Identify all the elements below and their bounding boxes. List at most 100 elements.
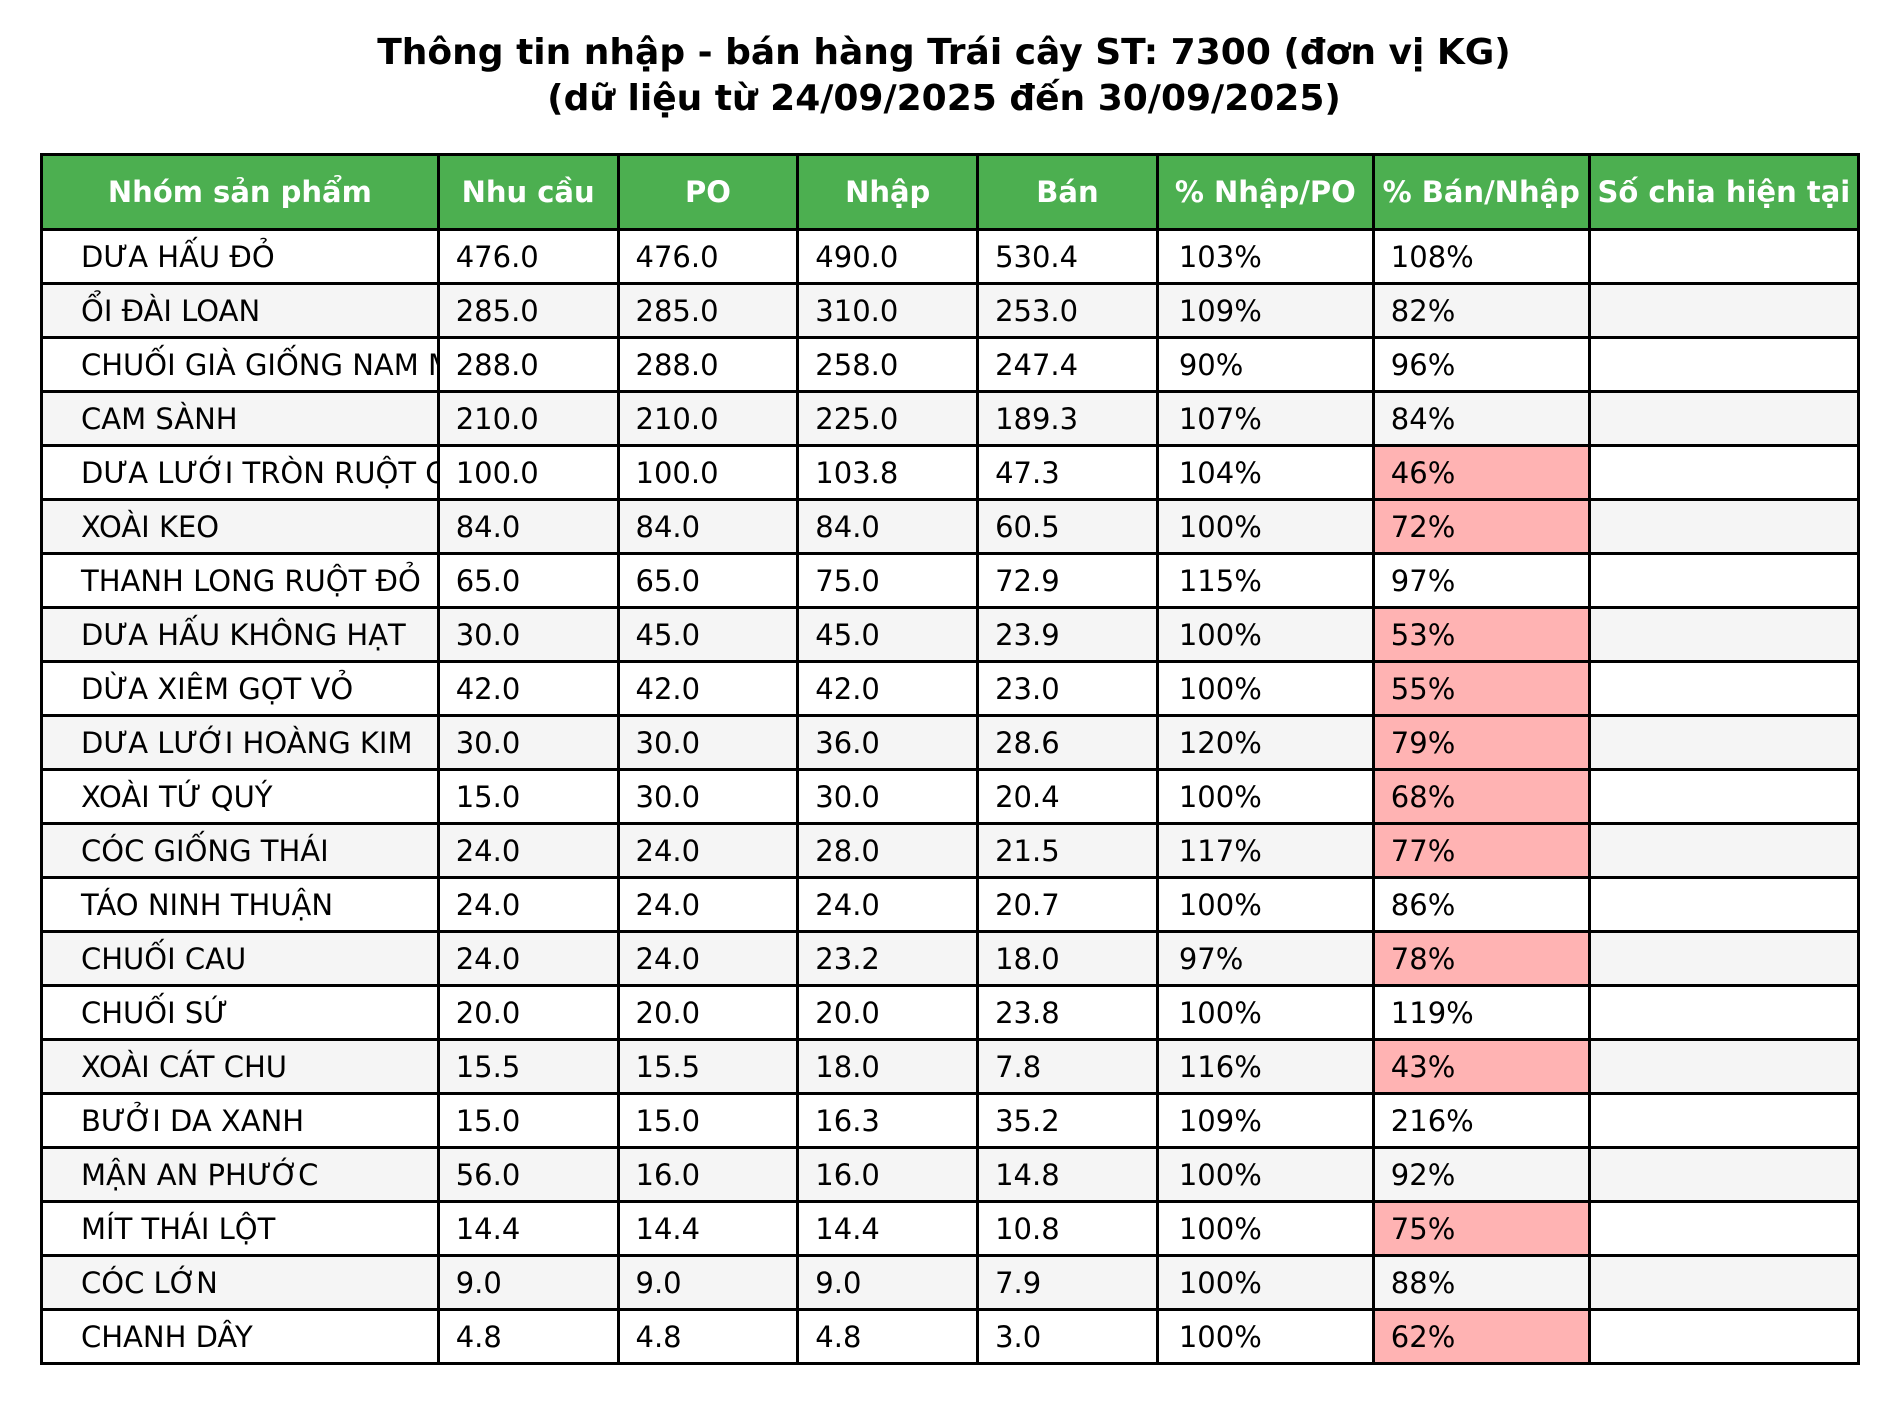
cell-demand: 476.0	[436, 228, 620, 285]
cell-pct-import-po: 116%	[1155, 1038, 1375, 1095]
cell-pct-sales-import: 88%	[1371, 1254, 1591, 1311]
col-header-pct-import-po: % Nhập/PO	[1155, 153, 1375, 231]
cell-import: 45.0	[796, 606, 980, 663]
cell-product-name: XOÀI TỨ QUÝ	[40, 768, 440, 825]
cell-pct-sales-import: 108%	[1371, 228, 1591, 285]
cell-sales: 18.0	[976, 930, 1159, 987]
cell-demand: 15.5	[436, 1038, 620, 1095]
cell-demand: 24.0	[436, 876, 620, 933]
cell-pct-import-po: 109%	[1155, 282, 1375, 339]
cell-product-name: TÁO NINH THUẬN	[40, 876, 440, 933]
cell-po: 30.0	[616, 714, 800, 771]
cell-sales: 10.8	[976, 1200, 1159, 1257]
cell-pct-sales-import: 53%	[1371, 606, 1591, 663]
cell-demand: 288.0	[436, 336, 620, 393]
table-row: CHUỐI GIÀ GIỐNG NAM M 288.0 288.0 258.0 247.…	[40, 336, 1861, 393]
cell-import: 103.8	[796, 444, 980, 501]
cell-pct-import-po: 97%	[1155, 930, 1375, 987]
cell-pct-import-po: 100%	[1155, 660, 1375, 717]
cell-import: 16.0	[796, 1146, 980, 1203]
cell-po: 476.0	[616, 228, 800, 285]
title-line-2: (dữ liệu từ 24/09/2025 đến 30/09/2025)	[547, 78, 1341, 119]
col-header-po: PO	[616, 153, 800, 231]
table-row: THANH LONG RUỘT ĐỎ 65.0 65.0 75.0 72.9 115% 97…	[40, 552, 1861, 609]
table-row: DƯA HẤU KHÔNG HẠT 30.0 45.0 45.0 23.9 100% 53%	[40, 606, 1861, 663]
cell-sales: 20.4	[976, 768, 1159, 825]
cell-current-divisor	[1587, 1308, 1861, 1365]
cell-current-divisor	[1587, 660, 1861, 717]
table-row: XOÀI TỨ QUÝ 15.0 30.0 30.0 20.4 100% 68%	[40, 768, 1861, 825]
cell-sales: 23.9	[976, 606, 1159, 663]
table-row: CHUỐI SỨ 20.0 20.0 20.0 23.8 100% 119%	[40, 984, 1861, 1041]
table-row: CHANH DÂY 4.8 4.8 4.8 3.0 100% 62%	[40, 1308, 1861, 1365]
cell-pct-sales-import: 86%	[1371, 876, 1591, 933]
cell-current-divisor	[1587, 1092, 1861, 1149]
cell-pct-sales-import: 46%	[1371, 444, 1591, 501]
cell-pct-import-po: 100%	[1155, 1200, 1375, 1257]
cell-pct-sales-import: 84%	[1371, 390, 1591, 447]
cell-pct-import-po: 100%	[1155, 1308, 1375, 1365]
cell-pct-import-po: 109%	[1155, 1092, 1375, 1149]
cell-sales: 35.2	[976, 1092, 1159, 1149]
cell-product-name: CHUỐI GIÀ GIỐNG NAM M	[40, 336, 440, 393]
cell-import: 36.0	[796, 714, 980, 771]
cell-current-divisor	[1587, 930, 1861, 987]
table-row: XOÀI KEO 84.0 84.0 84.0 60.5 100% 72%	[40, 498, 1861, 555]
cell-pct-import-po: 100%	[1155, 498, 1375, 555]
table-body: DƯA HẤU ĐỎ 476.0 476.0 490.0 530.4 103% 108% ỔI…	[40, 228, 1861, 1365]
cell-current-divisor	[1587, 228, 1861, 285]
col-header-import: Nhập	[796, 153, 980, 231]
cell-current-divisor	[1587, 1254, 1861, 1311]
col-header-current-divisor: Số chia hiện tại	[1587, 153, 1861, 231]
cell-po: 15.5	[616, 1038, 800, 1095]
cell-current-divisor	[1587, 390, 1861, 447]
cell-sales: 60.5	[976, 498, 1159, 555]
cell-sales: 47.3	[976, 444, 1159, 501]
cell-current-divisor	[1587, 552, 1861, 609]
cell-po: 285.0	[616, 282, 800, 339]
table-row: DỪA XIÊM GỌT VỎ 42.0 42.0 42.0 23.0 100% 55%	[40, 660, 1861, 717]
cell-sales: 72.9	[976, 552, 1159, 609]
cell-po: 15.0	[616, 1092, 800, 1149]
cell-po: 4.8	[616, 1308, 800, 1365]
cell-pct-sales-import: 77%	[1371, 822, 1591, 879]
cell-import: 4.8	[796, 1308, 980, 1365]
cell-pct-import-po: 115%	[1155, 552, 1375, 609]
cell-current-divisor	[1587, 444, 1861, 501]
cell-demand: 84.0	[436, 498, 620, 555]
col-header-product-group: Nhóm sản phẩm	[40, 153, 440, 231]
table-row: CHUỐI CAU 24.0 24.0 23.2 18.0 97% 78%	[40, 930, 1861, 987]
cell-po: 288.0	[616, 336, 800, 393]
cell-pct-import-po: 103%	[1155, 228, 1375, 285]
cell-pct-import-po: 107%	[1155, 390, 1375, 447]
cell-po: 24.0	[616, 876, 800, 933]
cell-demand: 14.4	[436, 1200, 620, 1257]
cell-demand: 30.0	[436, 606, 620, 663]
cell-po: 210.0	[616, 390, 800, 447]
cell-import: 310.0	[796, 282, 980, 339]
cell-po: 24.0	[616, 822, 800, 879]
cell-pct-sales-import: 72%	[1371, 498, 1591, 555]
cell-product-name: CÓC LỚN	[40, 1254, 440, 1311]
cell-demand: 9.0	[436, 1254, 620, 1311]
cell-demand: 30.0	[436, 714, 620, 771]
cell-pct-import-po: 100%	[1155, 768, 1375, 825]
cell-import: 490.0	[796, 228, 980, 285]
cell-import: 18.0	[796, 1038, 980, 1095]
cell-import: 23.2	[796, 930, 980, 987]
cell-sales: 23.8	[976, 984, 1159, 1041]
cell-po: 65.0	[616, 552, 800, 609]
cell-product-name: CHANH DÂY	[40, 1308, 440, 1365]
cell-pct-sales-import: 79%	[1371, 714, 1591, 771]
cell-demand: 56.0	[436, 1146, 620, 1203]
cell-pct-import-po: 100%	[1155, 606, 1375, 663]
cell-demand: 210.0	[436, 390, 620, 447]
cell-po: 24.0	[616, 930, 800, 987]
col-header-sales: Bán	[976, 153, 1159, 231]
cell-product-name: XOÀI KEO	[40, 498, 440, 555]
cell-demand: 65.0	[436, 552, 620, 609]
table-row: DƯA LƯỚI HOÀNG KIM 30.0 30.0 36.0 28.6 120% 79…	[40, 714, 1861, 771]
table-row: TÁO NINH THUẬN 24.0 24.0 24.0 20.7 100% 86%	[40, 876, 1861, 933]
cell-sales: 3.0	[976, 1308, 1159, 1365]
cell-demand: 15.0	[436, 1092, 620, 1149]
